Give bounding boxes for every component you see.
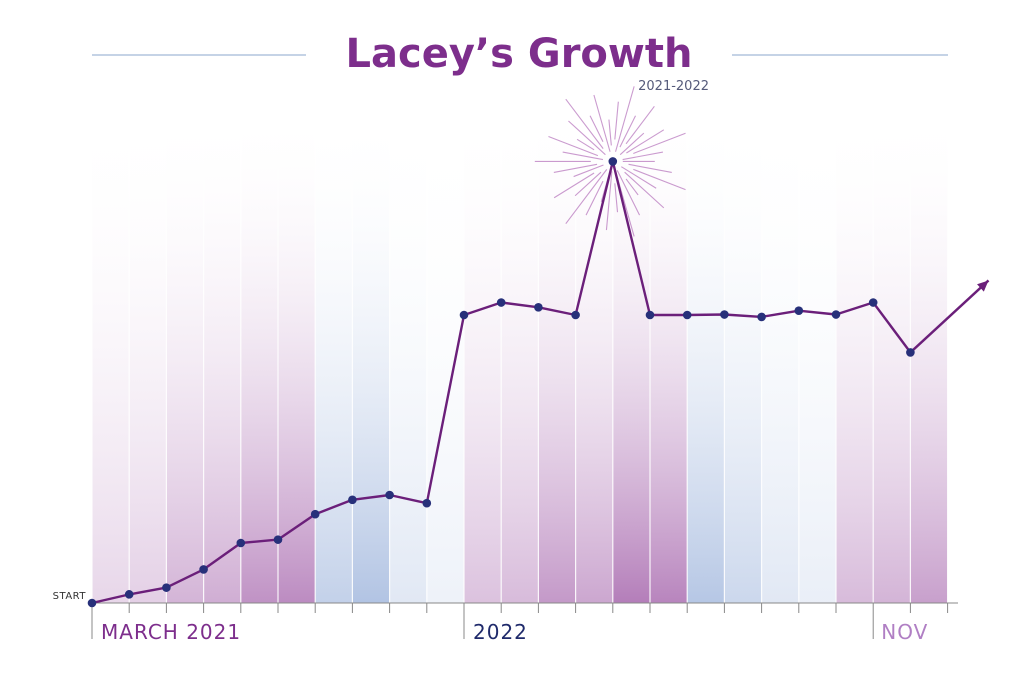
background-band (203, 110, 241, 603)
burst-ray (614, 183, 619, 213)
burst-ray (622, 151, 664, 161)
data-point (906, 348, 915, 357)
background-band (538, 110, 576, 603)
trend-arrow (909, 279, 990, 354)
data-point (831, 310, 841, 319)
x-axis-label: 2022 (473, 620, 528, 644)
data-point (682, 310, 692, 320)
burst-ray (615, 86, 635, 152)
arrow-head (977, 280, 989, 292)
data-point (459, 310, 469, 320)
background-band (836, 110, 874, 603)
burst-ray (624, 171, 665, 209)
x-axis-labels: MARCH 2021 2022 NOV (101, 620, 928, 644)
background-band (92, 110, 130, 603)
burst-ray (589, 115, 604, 142)
burst-ray (576, 138, 595, 151)
background-band (315, 110, 353, 603)
data-point (757, 312, 766, 322)
data-point (199, 565, 208, 574)
peak-burst (534, 86, 686, 237)
chart-subtitle: 2021-2022 (638, 79, 709, 94)
data-point (794, 306, 804, 315)
background-band (910, 110, 948, 603)
data-point (236, 538, 246, 548)
background-band (724, 110, 762, 603)
background-band (426, 110, 464, 603)
background-band (166, 110, 204, 603)
x-axis-ticks (91, 603, 949, 639)
background-band (798, 110, 836, 603)
x-axis-label: NOV (881, 620, 928, 644)
burst-ray (633, 168, 686, 191)
chart-title: Lacey’s Growth (346, 31, 693, 77)
burst-ray (565, 98, 604, 149)
data-points (87, 157, 915, 608)
burst-ray (625, 106, 655, 145)
burst-ray (626, 129, 665, 154)
background-band (501, 110, 539, 603)
data-point (348, 495, 357, 505)
burst-ray (585, 180, 604, 216)
x-axis-label: MARCH 2021 (101, 620, 241, 644)
data-point (720, 310, 729, 319)
burst-ray (562, 151, 604, 161)
background-band (612, 110, 650, 603)
burst-ray (625, 178, 639, 196)
burst-ray (565, 169, 608, 224)
burst-ray (553, 172, 595, 199)
burst-ray (574, 171, 602, 197)
burst-ray (619, 115, 637, 148)
background-band (575, 110, 613, 603)
data-point (571, 310, 580, 320)
background-band (129, 110, 167, 603)
burst-ray (605, 171, 613, 231)
vertical-gridlines (91, 110, 949, 603)
data-point (162, 583, 171, 592)
burst-ray (608, 119, 612, 146)
background-bands (92, 110, 948, 603)
burst-ray (593, 94, 611, 152)
data-point (645, 310, 655, 320)
background-band (761, 110, 799, 603)
background-band (873, 110, 911, 603)
burst-ray (616, 170, 641, 216)
background-band (650, 110, 688, 603)
background-band (278, 110, 316, 603)
background-band (352, 110, 390, 603)
burst-ray (628, 163, 672, 173)
burst-ray (621, 166, 657, 189)
burst-ray (548, 135, 599, 157)
data-point (310, 509, 320, 519)
background-band (464, 110, 502, 603)
burst-ray (614, 101, 619, 140)
data-point (124, 590, 134, 599)
data-point (273, 535, 283, 544)
burst-ray (553, 163, 598, 173)
burst-ray (619, 132, 645, 156)
background-band (687, 110, 725, 603)
background-band (240, 110, 278, 603)
data-point (868, 298, 878, 307)
data-point (87, 598, 97, 608)
data-point (534, 303, 543, 312)
data-point (496, 298, 506, 307)
data-point (385, 490, 394, 500)
burst-ray (568, 120, 606, 156)
data-point (608, 157, 618, 166)
burst-ray (633, 132, 686, 154)
background-band (389, 110, 427, 603)
start-label: START (53, 591, 87, 602)
burst-ray (573, 164, 604, 178)
data-point (422, 498, 432, 508)
